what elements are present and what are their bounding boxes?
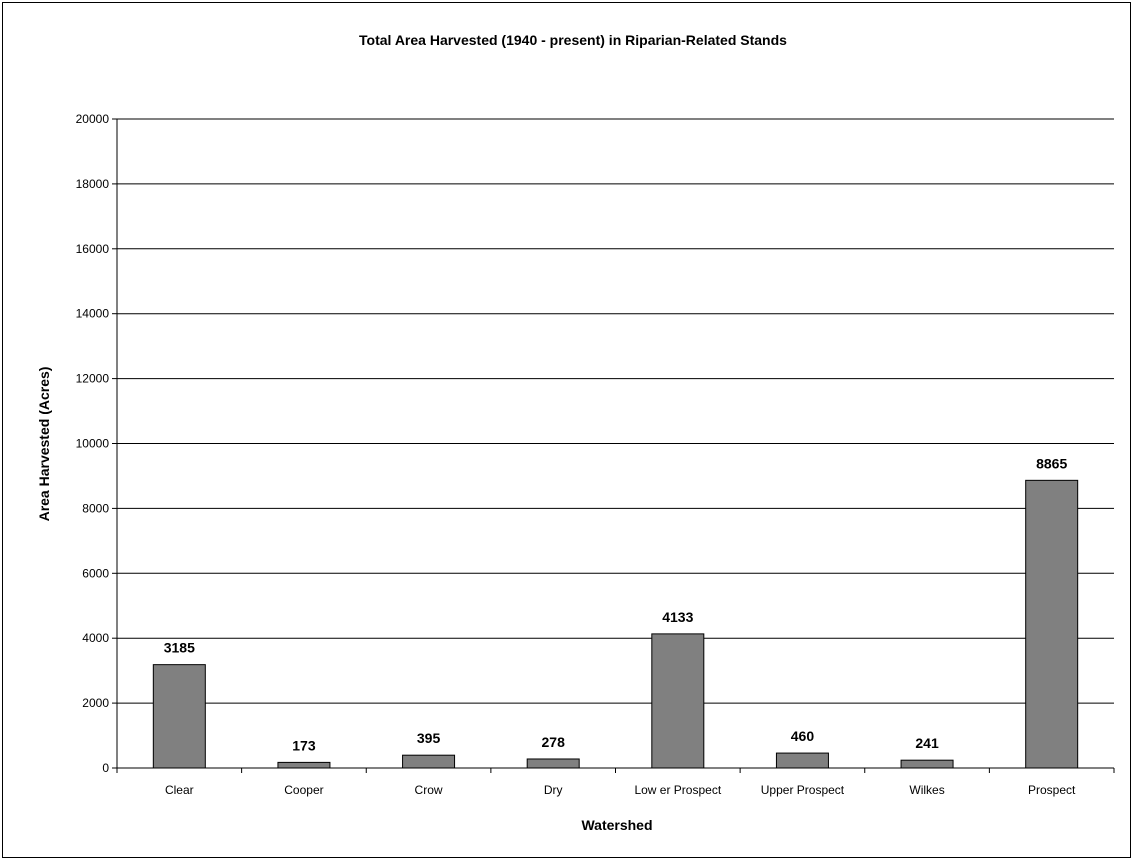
data-label: 3185: [164, 640, 195, 656]
x-tick-label: Clear: [165, 783, 194, 797]
x-tick-label: Wilkes: [909, 783, 944, 797]
bars: [152, 479, 1079, 769]
bar-chart: Total Area Harvested (1940 - present) in…: [36, 32, 1115, 833]
x-tick-label: Low er Prospect: [634, 783, 721, 797]
y-tick-label: 18000: [76, 177, 110, 191]
x-tick-label: Dry: [544, 783, 563, 797]
y-tick-label: 14000: [76, 307, 110, 321]
y-tick-label: 2000: [82, 696, 109, 710]
y-tick-label: 16000: [76, 242, 110, 256]
y-axis-title: Area Harvested (Acres): [36, 367, 52, 522]
chart-title: Total Area Harvested (1940 - present) in…: [359, 32, 787, 48]
y-tick-label: 6000: [82, 566, 109, 580]
data-label: 4133: [662, 609, 693, 625]
x-tick-label: Upper Prospect: [761, 783, 845, 797]
y-tick-label: 12000: [76, 372, 110, 386]
data-label: 8865: [1036, 455, 1067, 471]
labels: 0 2000 4000 6000 8000 10000 12000 14000 16000 180…: [76, 112, 1076, 797]
axes: [112, 118, 1115, 773]
x-tick-label: Crow: [415, 783, 443, 797]
bar: [1025, 479, 1079, 769]
bar: [651, 633, 705, 769]
data-label: 395: [417, 730, 441, 746]
x-axis-title: Watershed: [581, 817, 652, 833]
y-tick-label: 4000: [82, 631, 109, 645]
bar: [526, 758, 580, 769]
x-tick-label: Cooper: [284, 783, 323, 797]
y-tick-label: 0: [102, 761, 109, 775]
bar: [152, 664, 206, 769]
bar: [402, 754, 456, 769]
data-label: 278: [542, 734, 566, 750]
gridlines: [117, 118, 1114, 704]
data-label: 173: [292, 737, 316, 753]
y-tick-label: 10000: [76, 437, 110, 451]
bar: [775, 752, 829, 769]
bar: [277, 761, 331, 769]
data-label: 241: [915, 735, 939, 751]
data-label: 460: [791, 728, 815, 744]
y-tick-label: 20000: [76, 112, 110, 126]
x-tick-label: Prospect: [1028, 783, 1076, 797]
y-tick-label: 8000: [82, 501, 109, 515]
bar: [900, 759, 954, 769]
